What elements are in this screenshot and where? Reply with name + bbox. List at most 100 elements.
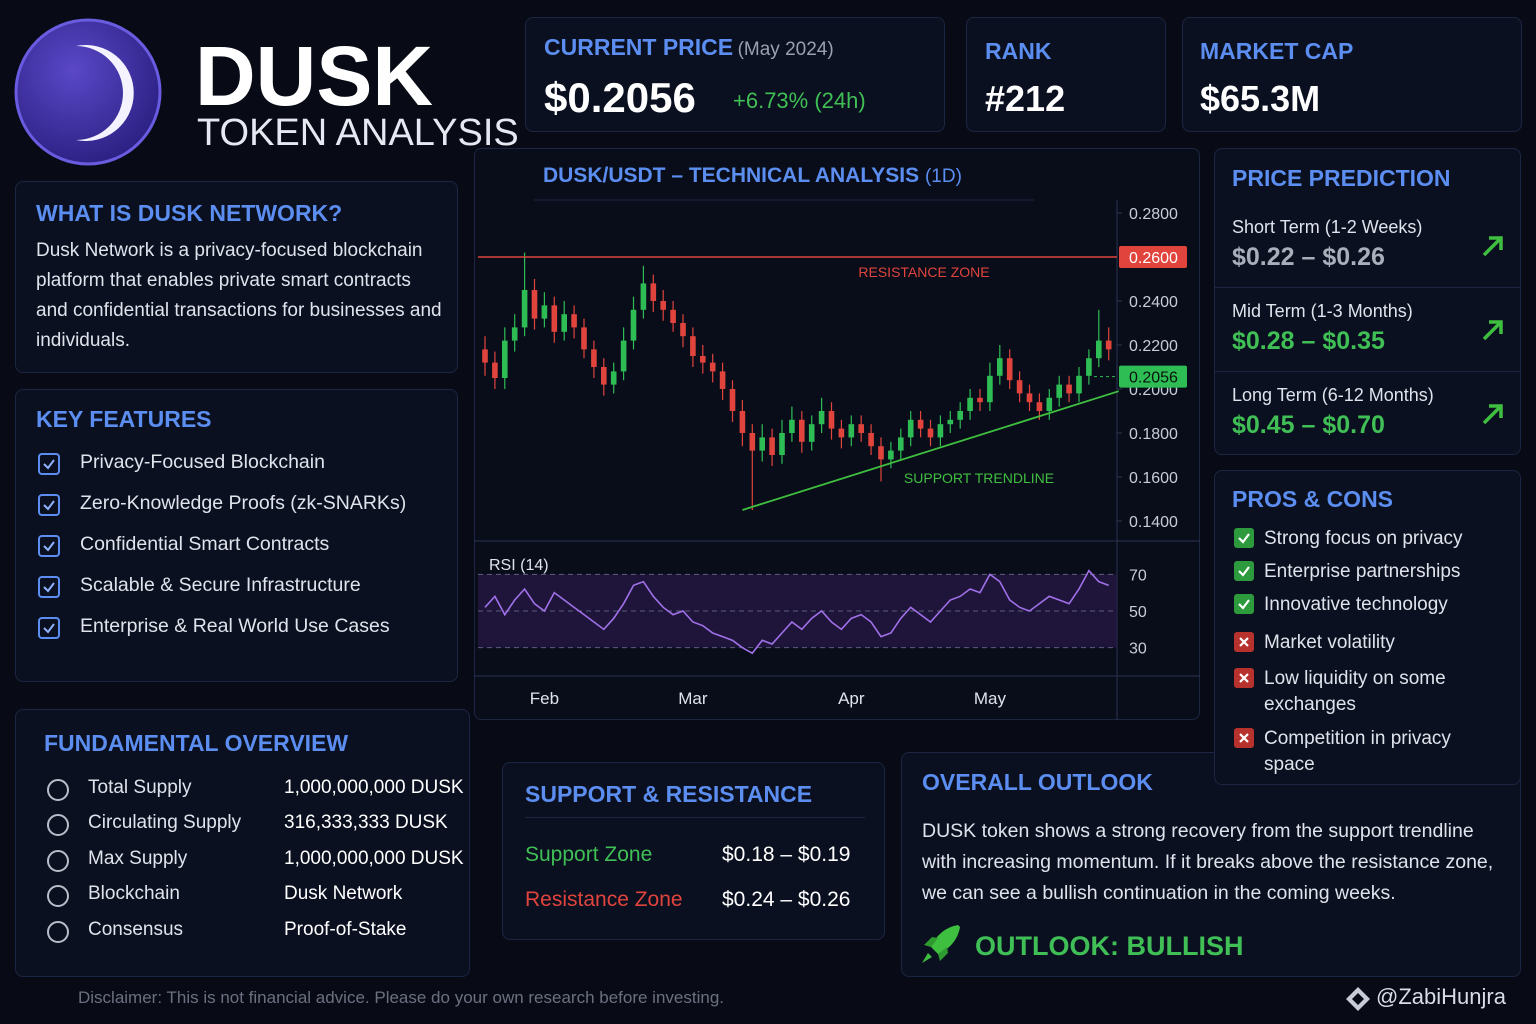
fundamentals-title: FUNDAMENTAL OVERVIEW: [44, 730, 349, 756]
fundamental-label: Blockchain: [88, 883, 180, 905]
icon-glyph: [1238, 533, 1250, 544]
candle-body: [502, 340, 508, 378]
divider: [1215, 371, 1520, 372]
rsi-line: [484, 569, 1109, 655]
candle-body: [1096, 340, 1102, 359]
candle-body: [1076, 375, 1082, 394]
card-label: CURRENT PRICE: [544, 34, 734, 60]
pro-item: Enterprise partnerships: [1264, 561, 1461, 582]
candle-body: [571, 314, 577, 328]
candle-body: [541, 305, 548, 319]
y-tick-label: 30: [1129, 641, 1147, 658]
candle-body: [690, 336, 696, 356]
pro-item: Innovative technology: [1264, 594, 1448, 615]
feature-item: Privacy-Focused Blockchain: [80, 451, 325, 473]
trend-arrow-shape: [1482, 236, 1503, 257]
icon-box: [1234, 528, 1254, 548]
candle-body: [799, 419, 805, 442]
candle-body: [888, 450, 894, 460]
row-icon: [47, 814, 69, 837]
rank-value: #212: [985, 78, 1066, 119]
con-icon: [1234, 728, 1254, 748]
market-cap-value: $65.3M: [1200, 78, 1321, 119]
chart-title: DUSK/USDT – TECHNICAL ANALYSIS (1D): [543, 164, 962, 187]
y-tick-label: 0.1400: [1129, 514, 1178, 531]
row-icon: [47, 779, 69, 801]
resistance-tag: [1119, 246, 1187, 268]
candle-body: [1046, 397, 1053, 411]
support-range: $0.18 – $0.19: [722, 843, 851, 866]
logo: [14, 18, 162, 166]
outlook-title: OVERALL OUTLOOK: [922, 769, 1153, 795]
candle-body: [868, 433, 874, 447]
row-icon-shape: [47, 885, 69, 908]
candle-body: [1105, 340, 1112, 350]
feature-item: Confidential Smart Contracts: [80, 533, 330, 555]
card-label: MARKET CAP: [1200, 38, 1354, 64]
prediction-card: PRICE PREDICTION Short Term (1-2 Weeks) $…: [1214, 148, 1521, 455]
y-tick-label: 0.1600: [1129, 470, 1178, 487]
icon-glyph: [1239, 673, 1249, 683]
candle-body: [1066, 384, 1072, 394]
candle-body: [650, 283, 657, 301]
candle-body: [630, 309, 637, 341]
fundamental-label: Circulating Supply: [88, 812, 242, 834]
outlook-card: OVERALL OUTLOOK DUSK token shows a stron…: [901, 752, 1521, 977]
candle-body: [838, 428, 845, 438]
prediction-range: $0.22 – $0.26: [1232, 243, 1385, 271]
fundamental-value: 1,000,000,000 DUSK: [284, 777, 464, 798]
check-icon: [38, 576, 60, 598]
fundamentals-card: FUNDAMENTAL OVERVIEW Total Supply 1,000,0…: [15, 709, 470, 977]
header-title: DUSK: [195, 29, 434, 123]
row-icon-shape: [47, 779, 69, 801]
features-card: KEY FEATURES Privacy-Focused Blockchain Z…: [15, 389, 458, 682]
chart-title-text: DUSK/USDT – TECHNICAL ANALYSIS: [543, 164, 919, 187]
feature-item: Zero-Knowledge Proofs (zk-SNARKs): [80, 492, 407, 514]
row-icon: [47, 849, 69, 872]
divider: [1215, 287, 1520, 288]
candle-body: [789, 419, 795, 433]
icon-box: [1234, 594, 1254, 614]
trend-arrow: [1482, 236, 1503, 257]
candle-body: [581, 327, 587, 350]
candle-body: [601, 367, 607, 385]
candle-body: [1086, 358, 1092, 376]
check-box: [38, 494, 60, 516]
con-icon: [1234, 668, 1254, 688]
icon-glyph: [1238, 599, 1250, 610]
about-title: WHAT IS DUSK NETWORK?: [36, 200, 343, 226]
trend-arrow-shape: [1482, 320, 1503, 341]
candle-body: [987, 375, 993, 403]
candle-body: [997, 358, 1003, 376]
pros-cons-title: PROS & CONS: [1232, 486, 1394, 512]
candle-body: [1036, 402, 1043, 411]
row-icon-shape: [47, 814, 69, 837]
check-mark: [43, 582, 55, 593]
candle-body: [551, 305, 558, 332]
card-label: RANK: [985, 38, 1052, 64]
prediction-title: PRICE PREDICTION: [1232, 165, 1451, 191]
current-price-tag: [1119, 365, 1187, 388]
handle-icon: [1346, 987, 1370, 1011]
candle-body: [977, 397, 983, 403]
y-tick-label: 0.2400: [1129, 294, 1178, 311]
market-cap-card: MARKET CAP $65.3M: [1182, 17, 1522, 132]
x-tick-label: Apr: [838, 689, 865, 708]
candle-body: [898, 437, 904, 451]
candle-body: [927, 428, 934, 438]
con-item: Competition in privacy space: [1264, 728, 1451, 775]
rsi-title: RSI (14): [489, 557, 549, 574]
candle-body: [779, 433, 785, 455]
candle-body: [957, 411, 963, 420]
fundamental-value: 1,000,000,000 DUSK: [284, 847, 464, 869]
row-icon-shape: [47, 849, 69, 872]
candle-body: [700, 356, 706, 363]
check-mark: [43, 541, 55, 552]
prediction-range: $0.45 – $0.70: [1232, 411, 1385, 439]
check-mark: [43, 623, 55, 634]
candle-body: [620, 340, 627, 372]
candle-body: [670, 309, 676, 323]
trend-arrow: [1482, 320, 1503, 341]
